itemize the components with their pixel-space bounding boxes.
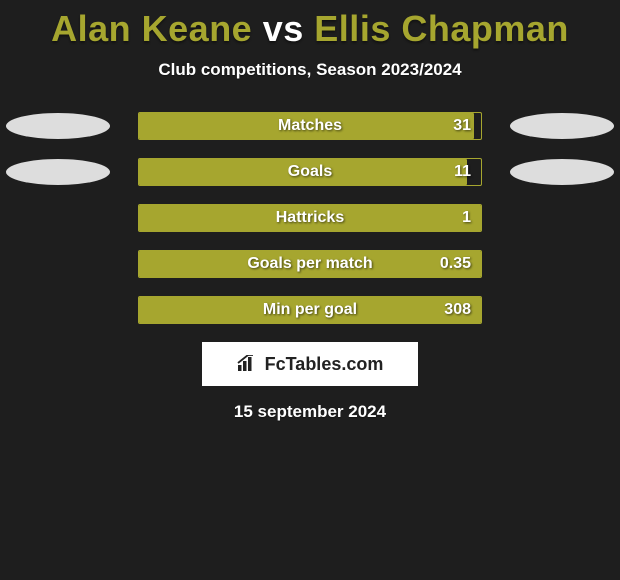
stat-row: Matches31 xyxy=(0,112,620,140)
player1-oval xyxy=(6,113,110,139)
player2-oval xyxy=(510,159,614,185)
stat-label: Goals xyxy=(139,163,481,181)
stat-label: Goals per match xyxy=(139,255,481,273)
stat-bar: Min per goal308 xyxy=(138,296,482,324)
stat-bar: Hattricks1 xyxy=(138,204,482,232)
stat-value: 31 xyxy=(453,117,471,135)
subtitle: Club competitions, Season 2023/2024 xyxy=(0,60,620,80)
date-text: 15 september 2024 xyxy=(0,402,620,422)
stat-value: 0.35 xyxy=(440,255,471,273)
title-player1: Alan Keane xyxy=(51,8,252,49)
stat-label: Hattricks xyxy=(139,209,481,227)
player2-oval xyxy=(510,113,614,139)
stat-bar: Goals11 xyxy=(138,158,482,186)
stat-bar: Matches31 xyxy=(138,112,482,140)
brand-text: FcTables.com xyxy=(265,354,384,375)
bar-chart-icon xyxy=(237,355,259,373)
player1-oval xyxy=(6,159,110,185)
stat-row: Goals11 xyxy=(0,158,620,186)
title-vs: vs xyxy=(263,8,304,49)
stat-label: Min per goal xyxy=(139,301,481,319)
stats-rows: Matches31 Goals11 Hattricks1 Goals per matc… xyxy=(0,112,620,324)
stat-bar: Goals per match0.35 xyxy=(138,250,482,278)
stat-row: Min per goal308 xyxy=(0,296,620,324)
stat-row: Hattricks1 xyxy=(0,204,620,232)
brand-box: FcTables.com xyxy=(202,342,418,386)
stat-row: Goals per match0.35 xyxy=(0,250,620,278)
page-title: Alan Keane vs Ellis Chapman xyxy=(0,0,620,50)
stat-value: 11 xyxy=(454,163,471,181)
stat-label: Matches xyxy=(139,117,481,135)
stat-value: 1 xyxy=(462,209,471,227)
title-player2: Ellis Chapman xyxy=(314,8,569,49)
stat-value: 308 xyxy=(444,301,471,319)
